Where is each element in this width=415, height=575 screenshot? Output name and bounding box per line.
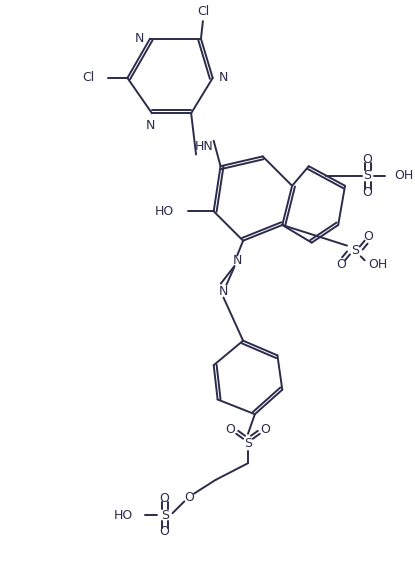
Text: HO: HO <box>114 509 133 522</box>
Text: S: S <box>351 244 359 257</box>
Text: O: O <box>336 258 346 271</box>
Text: N: N <box>145 118 155 132</box>
Text: O: O <box>184 491 194 504</box>
Text: N: N <box>219 71 228 85</box>
Text: Cl: Cl <box>82 71 94 85</box>
Text: O: O <box>363 153 373 166</box>
Text: O: O <box>225 423 235 436</box>
Text: S: S <box>161 509 168 522</box>
Text: N: N <box>134 32 144 45</box>
Text: N: N <box>219 285 228 298</box>
Text: O: O <box>261 423 271 436</box>
Text: O: O <box>160 526 170 538</box>
Text: Cl: Cl <box>197 5 209 18</box>
Text: O: O <box>363 186 373 199</box>
Text: N: N <box>232 254 242 267</box>
Text: S: S <box>244 437 252 450</box>
Text: HN: HN <box>195 140 213 153</box>
Text: OH: OH <box>369 258 388 271</box>
Text: OH: OH <box>394 170 413 182</box>
Text: HO: HO <box>155 205 174 218</box>
Text: O: O <box>160 492 170 505</box>
Text: S: S <box>364 170 371 182</box>
Text: O: O <box>364 230 374 243</box>
